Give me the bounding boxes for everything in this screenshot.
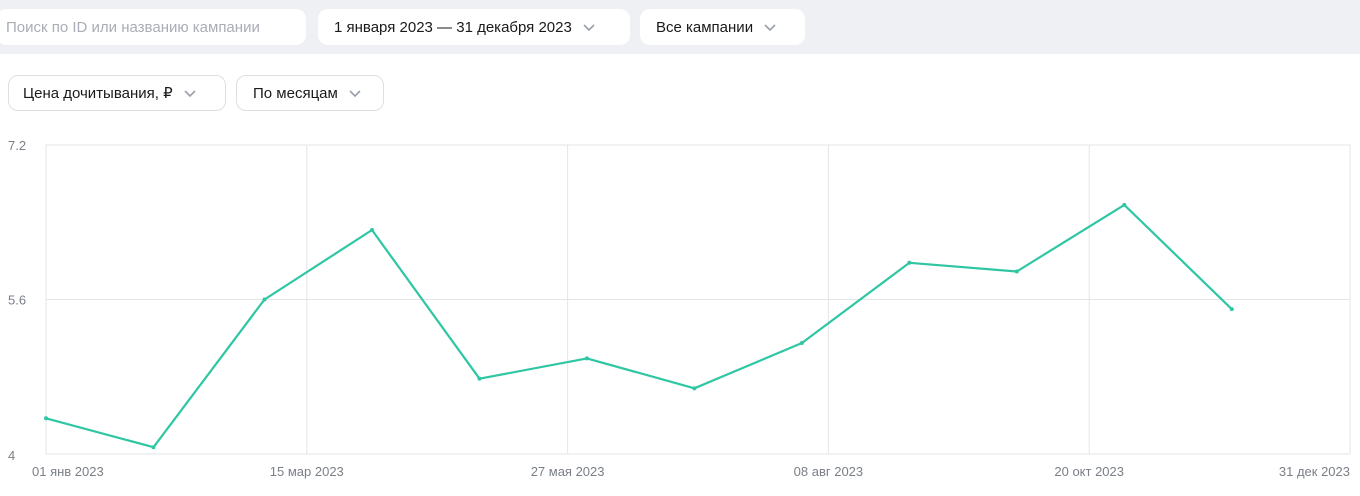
metric-select[interactable]: Цена дочитывания, ₽	[8, 75, 226, 111]
series-line	[45, 203, 1233, 449]
data-point	[1122, 202, 1127, 207]
data-point	[692, 386, 697, 391]
date-range-select[interactable]: 1 января 2023 — 31 декабря 2023	[318, 9, 630, 45]
x-axis-ticks: 01 янв 2023 15 мар 2023 27 мая 2023 08 авг …	[32, 464, 1350, 479]
data-point	[477, 376, 482, 381]
x-tick-label: 31 дек 2023	[1279, 464, 1350, 479]
search-field[interactable]	[0, 9, 306, 45]
x-tick-label: 01 янв 2023	[32, 464, 104, 479]
data-point	[370, 227, 374, 232]
data-point	[262, 297, 267, 302]
x-tick-label: 08 авг 2023	[794, 464, 863, 479]
chevron-down-icon	[184, 90, 196, 98]
data-point	[44, 416, 48, 421]
data-point	[584, 356, 589, 361]
chevron-down-icon	[764, 24, 776, 32]
date-range-label: 1 января 2023 — 31 декабря 2023	[334, 18, 572, 36]
metric-label: Цена дочитывания, ₽	[23, 85, 173, 102]
data-point	[1229, 307, 1234, 312]
chevron-down-icon	[583, 24, 595, 32]
chevron-down-icon	[349, 90, 361, 98]
period-label: По месяцам	[253, 84, 338, 102]
campaigns-select[interactable]: Все кампании	[640, 9, 805, 45]
y-axis-ticks: 7.2 5.6 4	[8, 138, 26, 463]
y-tick-label: 4	[8, 448, 15, 463]
period-select[interactable]: По месяцам	[236, 75, 384, 111]
data-point	[907, 260, 912, 265]
chart-grid	[45, 144, 1351, 455]
x-tick-label: 20 окт 2023	[1054, 464, 1124, 479]
data-point	[151, 445, 156, 450]
data-point	[1014, 269, 1019, 274]
y-tick-label: 5.6	[8, 293, 26, 308]
y-tick-label: 7.2	[8, 138, 26, 153]
x-tick-label: 15 мар 2023	[270, 464, 344, 479]
filter-bar: 1 января 2023 — 31 декабря 2023 Все камп…	[0, 0, 1360, 54]
line-chart: 7.2 5.6 4 01 янв 2023 15 мар 2023 27 мая 202…	[8, 138, 1351, 479]
search-input[interactable]	[6, 18, 306, 36]
x-tick-label: 27 мая 2023	[531, 464, 605, 479]
campaigns-label: Все кампании	[656, 18, 754, 36]
data-point	[799, 340, 804, 345]
